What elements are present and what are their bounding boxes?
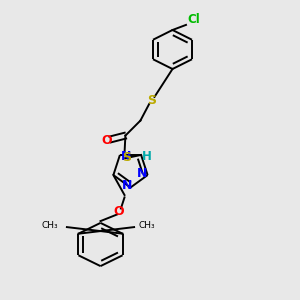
Text: Cl: Cl: [187, 13, 200, 26]
Text: O: O: [101, 134, 112, 148]
Text: N: N: [122, 179, 133, 192]
Text: O: O: [113, 205, 124, 218]
Text: CH₃: CH₃: [42, 221, 58, 230]
Text: H: H: [142, 150, 152, 163]
Text: N: N: [137, 167, 147, 180]
Text: S: S: [147, 94, 156, 107]
Text: S: S: [122, 152, 131, 164]
Text: CH₃: CH₃: [139, 221, 155, 230]
Text: N: N: [121, 149, 131, 163]
